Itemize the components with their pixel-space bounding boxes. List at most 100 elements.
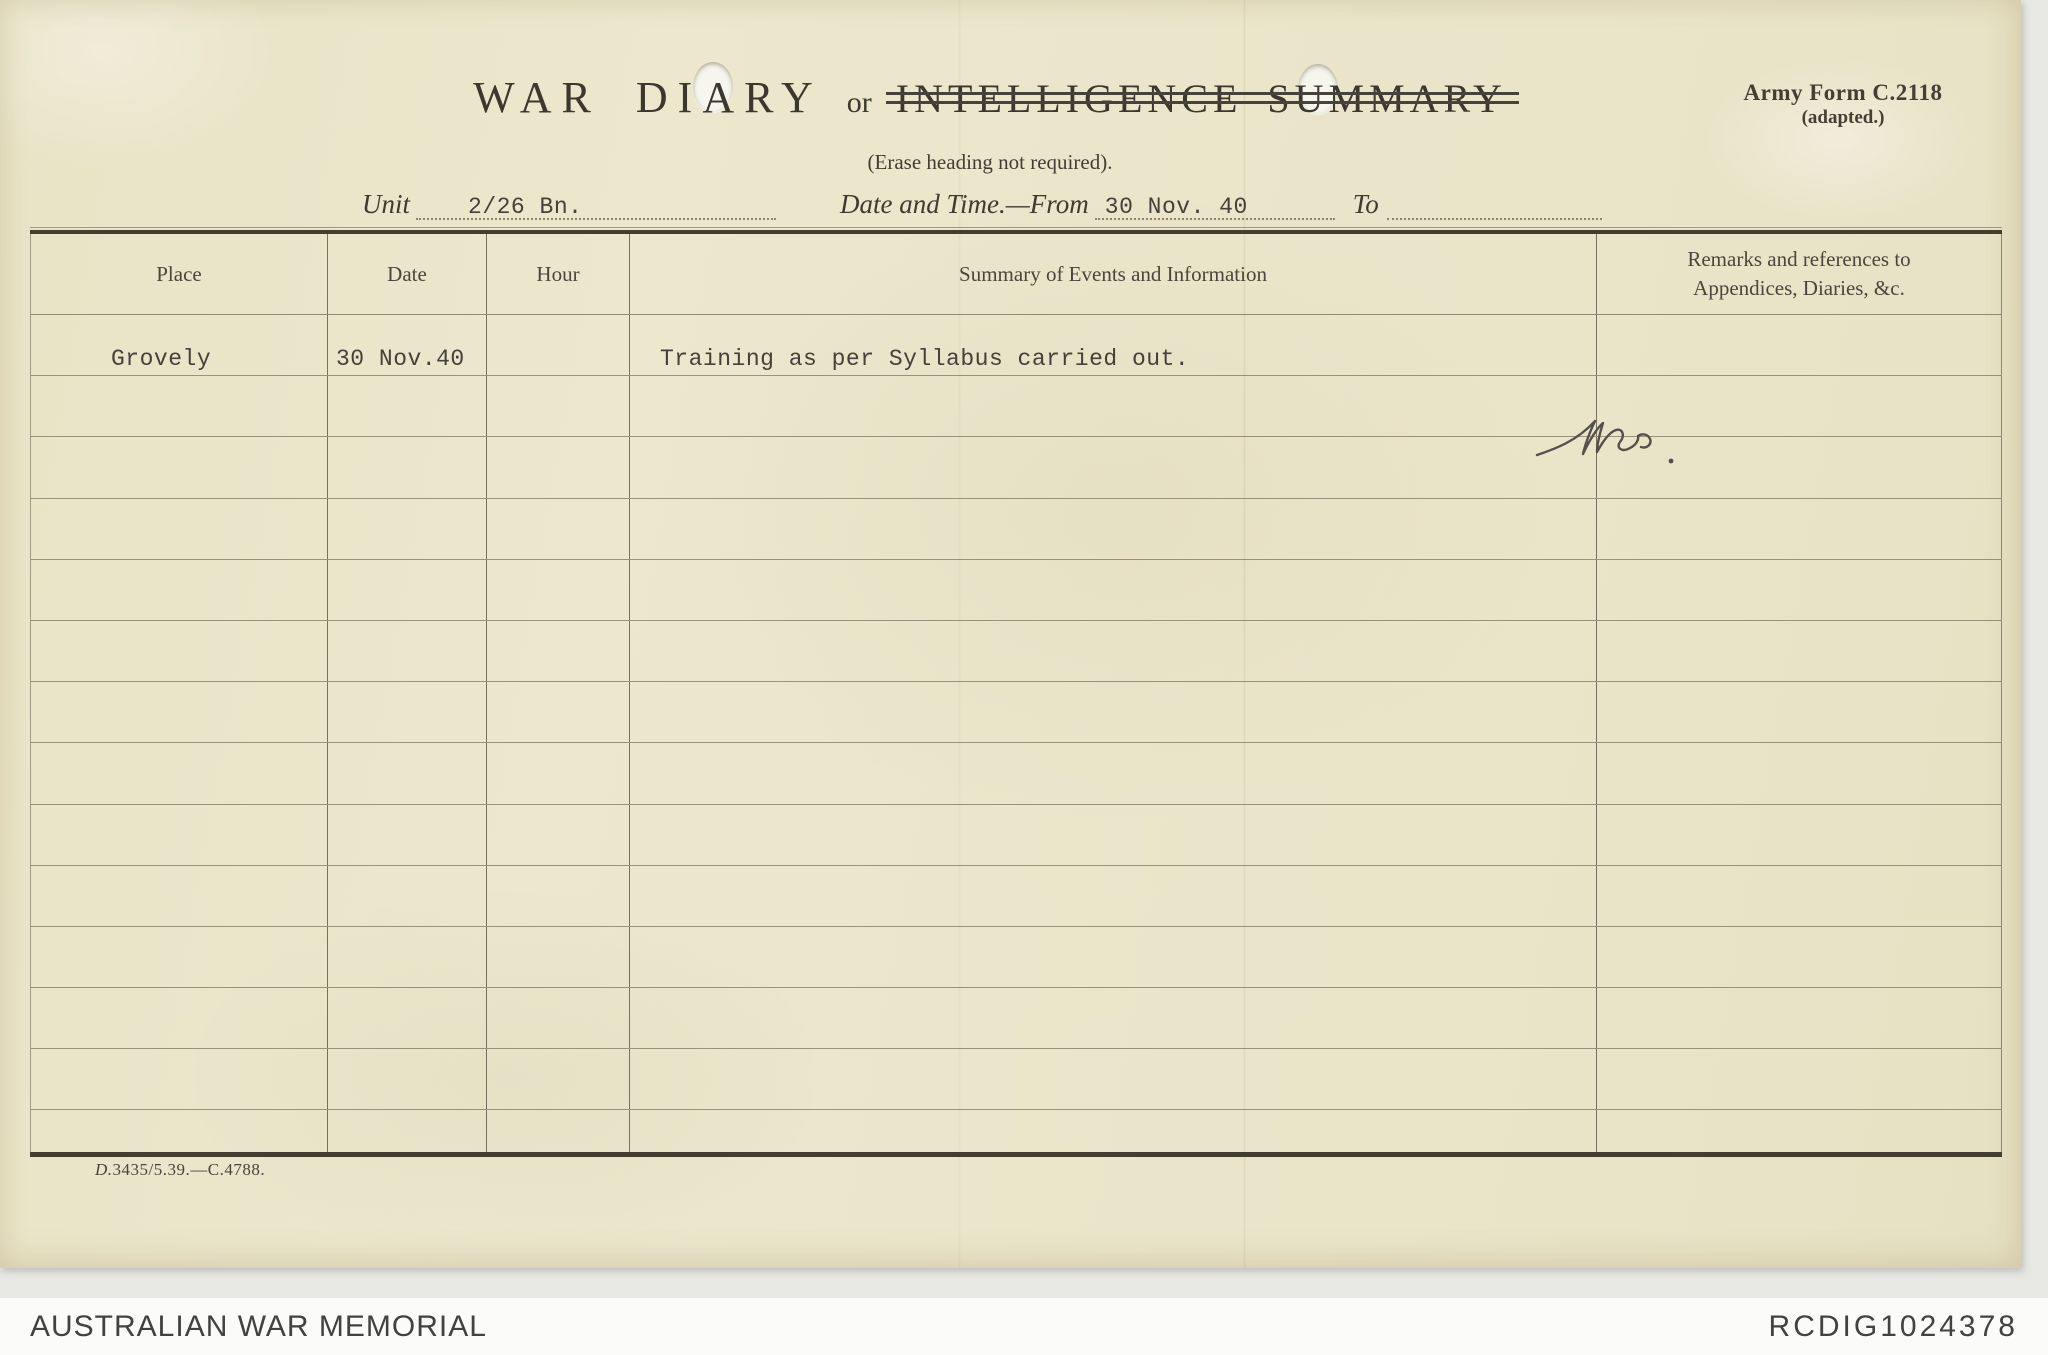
cell-place bbox=[30, 743, 328, 804]
cell-hour bbox=[487, 1049, 630, 1110]
header-remarks: Remarks and references to Appendices, Di… bbox=[1597, 234, 2002, 314]
cell-hour bbox=[487, 865, 630, 926]
cell-date: 30 Nov.40 bbox=[328, 315, 487, 376]
header-date: Date bbox=[328, 234, 487, 314]
table-row bbox=[30, 682, 2002, 744]
date-time-from-label: Date and Time.—From bbox=[840, 189, 1089, 219]
header-place: Place bbox=[30, 234, 328, 314]
cell-remarks bbox=[1597, 804, 2002, 865]
cell-remarks bbox=[1597, 988, 2002, 1049]
cell-place bbox=[30, 926, 328, 988]
punch-hole bbox=[1298, 64, 1338, 114]
cell-hour bbox=[487, 315, 630, 376]
table-row bbox=[30, 376, 2002, 438]
title-war-diary: WAR DIARY bbox=[473, 73, 823, 122]
cell-summary bbox=[630, 988, 1597, 1049]
cell-date bbox=[328, 743, 487, 804]
table-body: Grovely 30 Nov.40 Training as per Syllab… bbox=[30, 315, 2002, 1152]
table-bottom-rule bbox=[30, 1152, 2002, 1157]
cell-date bbox=[328, 620, 487, 682]
cell-date bbox=[328, 376, 487, 437]
cell-remarks bbox=[1597, 743, 2002, 804]
form-adapted-note: (adapted.) bbox=[1801, 107, 1885, 128]
cell-date bbox=[328, 1049, 487, 1110]
cell-summary bbox=[630, 865, 1597, 926]
cell-summary bbox=[630, 682, 1597, 743]
cell-hour bbox=[487, 743, 630, 804]
handwritten-initials-signature bbox=[1535, 411, 1695, 469]
table-row bbox=[30, 926, 2002, 989]
cell-summary bbox=[630, 559, 1597, 620]
cell-place bbox=[30, 559, 328, 620]
table-row bbox=[30, 498, 2002, 560]
table-row: Grovely 30 Nov.40 Training as per Syllab… bbox=[30, 315, 2002, 377]
cell-remarks bbox=[1597, 865, 2002, 926]
printers-code: D.3435/5.39.—C.4788. bbox=[95, 1160, 266, 1179]
cell-place: Grovely bbox=[30, 315, 328, 376]
cell-date bbox=[328, 865, 487, 926]
cell-hour bbox=[487, 804, 630, 865]
header-hour: Hour bbox=[487, 234, 630, 314]
cell-date bbox=[328, 926, 487, 988]
table-row bbox=[30, 559, 2002, 621]
cell-date bbox=[328, 804, 487, 865]
cell-summary bbox=[630, 743, 1597, 804]
cell-remarks bbox=[1597, 1110, 2002, 1152]
cell-place bbox=[30, 376, 328, 437]
cell-remarks bbox=[1597, 682, 2002, 743]
date-from-value: 30 Nov. 40 bbox=[1104, 194, 1248, 220]
table-row bbox=[30, 1110, 2002, 1152]
cell-hour bbox=[487, 376, 630, 437]
cell-remarks bbox=[1597, 559, 2002, 620]
table-row bbox=[30, 804, 2002, 866]
institution-name: AUSTRALIAN WAR MEMORIAL bbox=[30, 1309, 487, 1343]
cell-hour bbox=[487, 437, 630, 498]
cell-remarks bbox=[1597, 376, 2002, 437]
cell-hour bbox=[487, 559, 630, 620]
cell-place bbox=[30, 620, 328, 682]
table-row bbox=[30, 743, 2002, 805]
cell-summary bbox=[630, 926, 1597, 988]
punch-hole bbox=[693, 62, 733, 112]
date-to-field bbox=[1386, 190, 1602, 220]
cell-date bbox=[328, 559, 487, 620]
table-row bbox=[30, 988, 2002, 1050]
table-row bbox=[30, 437, 2002, 499]
cell-summary bbox=[630, 804, 1597, 865]
cell-place bbox=[30, 1049, 328, 1110]
cell-remarks bbox=[1597, 498, 2002, 559]
cell-summary bbox=[630, 376, 1597, 437]
cell-summary: Training as per Syllabus carried out. bbox=[630, 315, 1597, 376]
unit-field: 2/26 Bn. bbox=[416, 190, 777, 220]
cell-place bbox=[30, 1110, 328, 1152]
unit-value: 2/26 Bn. bbox=[468, 194, 583, 220]
table-top-rule bbox=[30, 227, 2002, 234]
unit-and-date-line: Unit 2/26 Bn. Date and Time.—From 30 Nov… bbox=[362, 186, 1602, 220]
table-row bbox=[30, 1049, 2002, 1111]
diary-table: Place Date Hour Summary of Events and In… bbox=[30, 227, 2002, 1157]
cell-summary bbox=[630, 498, 1597, 559]
table-row bbox=[30, 620, 2002, 683]
cell-hour bbox=[487, 620, 630, 682]
table-row bbox=[30, 865, 2002, 927]
cell-place bbox=[30, 988, 328, 1049]
cell-place bbox=[30, 682, 328, 743]
cell-remarks bbox=[1597, 1049, 2002, 1110]
viewer-footer-bar: AUSTRALIAN WAR MEMORIAL RCDIG1024378 bbox=[0, 1298, 2048, 1355]
cell-summary bbox=[630, 1049, 1597, 1110]
header-summary: Summary of Events and Information bbox=[630, 234, 1597, 314]
form-number-block: Army Form C.2118 (adapted.) bbox=[1723, 80, 1963, 129]
cell-hour bbox=[487, 682, 630, 743]
cell-remarks bbox=[1597, 926, 2002, 988]
cell-date bbox=[328, 1110, 487, 1152]
cell-hour bbox=[487, 1110, 630, 1152]
cell-hour bbox=[487, 988, 630, 1049]
header-remarks-line1: Remarks and references to bbox=[1687, 246, 1911, 271]
form-number: Army Form C.2118 bbox=[1743, 80, 1943, 105]
unit-label: Unit bbox=[362, 189, 411, 219]
cell-place bbox=[30, 804, 328, 865]
cell-place bbox=[30, 498, 328, 559]
cell-remarks bbox=[1597, 620, 2002, 682]
cell-summary bbox=[630, 1110, 1597, 1152]
